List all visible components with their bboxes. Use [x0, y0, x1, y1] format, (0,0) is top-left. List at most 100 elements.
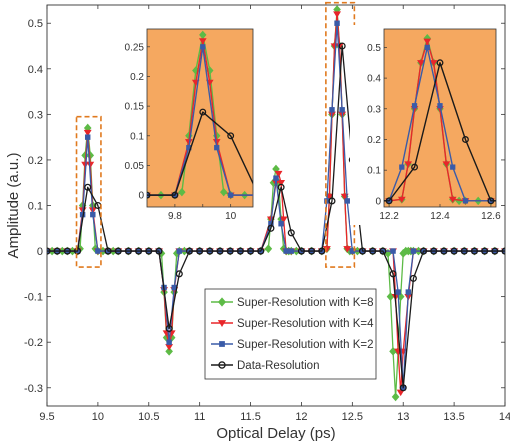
inset-2-series-4-point — [436, 59, 444, 67]
series-4-point — [84, 183, 92, 191]
series-4-point — [63, 247, 71, 255]
series-3-point — [405, 289, 412, 295]
series-4-point — [257, 247, 265, 255]
series-3-point — [176, 248, 183, 254]
series-4-point — [460, 247, 468, 255]
inset-2-x-tick-label: 12.6 — [481, 211, 501, 222]
highlight-box-1 — [75, 115, 102, 268]
series-4-point — [318, 247, 326, 255]
inset-2-series-2-point — [404, 161, 413, 168]
inset-2-series-2-point — [423, 38, 432, 45]
inset-1-y-tick-label: 0 — [138, 191, 144, 202]
y-tick-label: -0.3 — [24, 383, 43, 395]
y-tick-label: -0.2 — [24, 337, 43, 349]
series-2-point — [274, 170, 283, 178]
series-4-point — [389, 270, 397, 278]
inset-2-series-4-point — [411, 163, 419, 171]
legend-box — [204, 288, 377, 380]
series-3-point — [324, 198, 330, 204]
x-tick-label: 14 — [499, 411, 510, 423]
inset-1-series-4-point — [171, 191, 179, 199]
series-3-point — [84, 134, 91, 140]
series-3-point — [334, 20, 340, 26]
series-4 — [47, 42, 505, 392]
series-4-point — [226, 247, 234, 255]
series-3-point — [166, 339, 172, 345]
inset-2-series-2-point — [417, 60, 425, 67]
inset-1-y-tick-label: 0.05 — [125, 161, 145, 172]
inset-2-plot-area — [383, 28, 497, 208]
inset-2-series-3-point — [450, 164, 456, 170]
series-3-point — [278, 221, 284, 227]
inset-1-y-tick-label: 0.2 — [130, 72, 144, 83]
y-tick-label: 0.2 — [28, 155, 43, 167]
inset-1-series-1-point — [220, 187, 228, 197]
series-3-point — [344, 198, 350, 204]
series-1-point — [391, 392, 400, 402]
series-4-point — [481, 247, 489, 255]
x-tick-label: 12.5 — [342, 411, 363, 423]
series-4-point — [236, 247, 244, 255]
x-tick-label: 11.5 — [240, 411, 261, 423]
series-4-point — [53, 247, 61, 255]
inset-1: 9.8 10 0 0.05 0.1 0.15 0.2 0.25 — [113, 25, 257, 225]
legend-label: Super-Resolution with K=2 — [237, 339, 373, 351]
main-series-group — [47, 5, 505, 402]
series-4-point — [470, 247, 479, 255]
series-4-point — [369, 247, 377, 255]
plot-frame — [46, 4, 506, 407]
inset-2-x-tick-label: 12.2 — [379, 211, 399, 222]
series-2-point — [333, 11, 341, 18]
series-3-point — [79, 211, 86, 218]
series-4-point — [247, 247, 255, 255]
legend-entry-2: Super-Resolution with K=4 — [211, 318, 374, 330]
y-axis-title: Amplitude (a.u.) — [5, 153, 22, 259]
series-4-point — [114, 247, 122, 255]
legend-label: Super-Resolution with K=4 — [237, 318, 374, 330]
legend-marker — [218, 361, 226, 369]
series-4-point — [358, 247, 367, 255]
series-1-point — [165, 346, 173, 356]
inset-2-series-2-point — [448, 196, 457, 204]
inset-2: 12.2 12.4 12.6 0 0.1 0.2 0.3 0.4 0.5 — [350, 25, 501, 225]
y-tick-label: 0 — [37, 246, 43, 258]
inset-2-series-2-point — [397, 196, 406, 204]
inset-1-y-tick-label: 0.25 — [125, 42, 145, 53]
series-4-point — [104, 247, 112, 255]
series-3-point — [288, 248, 294, 254]
inset-2-y-tick-label: 0.3 — [367, 104, 381, 115]
series-4-point — [185, 247, 194, 255]
x-tick-label: 11 — [194, 411, 205, 423]
x-tick-label: 10.5 — [138, 411, 159, 423]
x-tick-label: 12 — [295, 411, 307, 423]
series-1-point — [264, 244, 273, 254]
inset-2-y-tick-label: 0.2 — [367, 135, 381, 146]
inset-2-series-4-point — [385, 197, 393, 205]
series-3-point — [410, 248, 417, 254]
series-3-point — [90, 211, 96, 218]
series-3-point — [349, 248, 356, 254]
y-tick-label: -0.1 — [24, 292, 43, 304]
series-4-point — [277, 183, 285, 191]
legend-marker — [217, 320, 227, 327]
series-4-point — [409, 274, 417, 282]
y-tick-label: 0.5 — [28, 18, 43, 30]
inset-2-series-3-point — [411, 103, 418, 109]
inset-1-series-4 — [147, 108, 253, 199]
inset-1-y-tick-label: 0.1 — [130, 131, 144, 142]
series-4-point — [287, 229, 295, 237]
series-4-point — [196, 247, 204, 255]
x-tick-label: 9.5 — [39, 411, 54, 423]
series-3-point — [283, 248, 289, 254]
inset-1-y-tick-label: 0.15 — [125, 102, 145, 113]
inset-2-x-tick-label: 12.4 — [430, 211, 450, 222]
inset-2-series-group — [384, 33, 496, 206]
inset-2-series-3-point — [399, 164, 405, 170]
series-4-point — [297, 247, 305, 255]
y-tick-label: 0.1 — [28, 201, 43, 213]
series-3-point — [395, 289, 401, 295]
inset-2-y-tick-label: 0 — [375, 196, 381, 207]
inset-1-x-tick-label: 9.8 — [168, 211, 182, 222]
inset-2-series-3-point — [462, 198, 469, 204]
series-2-point — [81, 161, 90, 169]
